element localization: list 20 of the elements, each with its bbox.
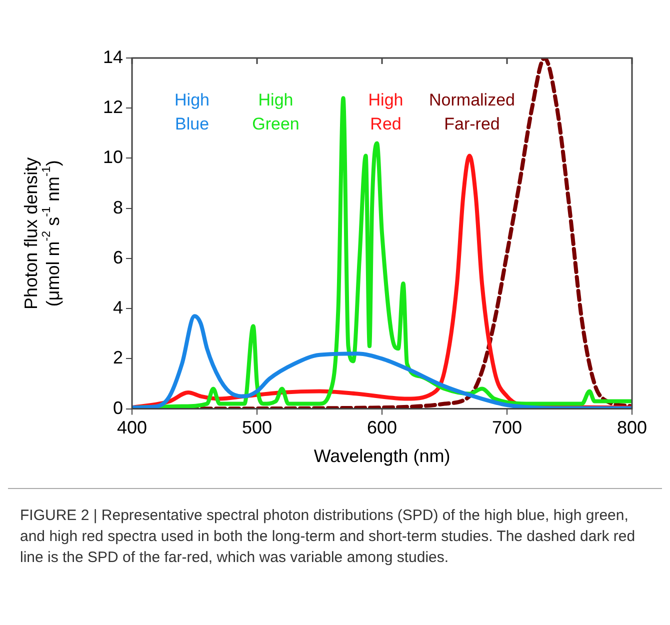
x-tick-label: 600	[366, 418, 398, 438]
y-tick-label: 4	[113, 298, 124, 318]
line-series	[132, 314, 632, 409]
text: High Green	[252, 90, 300, 134]
x-tick-label: 500	[242, 418, 272, 438]
y-tick-label: 14	[102, 46, 124, 67]
x-tick-label: 700	[492, 418, 522, 438]
x-tick-label: 400	[117, 418, 148, 438]
x-tick-label: 800	[616, 418, 648, 438]
y-tick-label: 10	[102, 147, 124, 168]
y-tick-label: 12	[102, 97, 124, 118]
y-tick-label: 0	[113, 398, 124, 418]
y-tick-label: 2	[113, 348, 124, 368]
caption: FIGURE 2 | Representative spectral photon distributions (SPD) of the high blue, high green, and high red spectra used in both the long-term and short-term studies. The dashed dark red line is the SPD of the far-red, which was variable among studies.	[8, 488, 662, 584]
y-tick-label: 6	[113, 247, 124, 268]
text: High Red	[368, 90, 404, 134]
text: High Blue	[174, 90, 210, 134]
y-tick-label: 8	[113, 197, 124, 218]
series-label: Normalized Far-red	[429, 90, 515, 134]
x-axis-title: Wavelength (nm)	[314, 446, 450, 466]
